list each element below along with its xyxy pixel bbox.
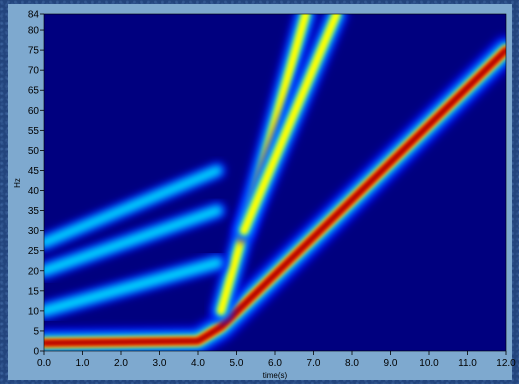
ridge-band <box>44 48 506 345</box>
ridge-band <box>44 165 223 249</box>
y-tick-label: 35 <box>28 206 40 217</box>
x-tick-label: 10.0 <box>419 358 439 369</box>
y-tick-label: 10 <box>28 306 40 317</box>
x-tick-label: 1.0 <box>76 358 90 369</box>
ridge-5 <box>44 201 227 281</box>
ridge-4 <box>44 252 228 321</box>
y-tick-label: 0 <box>33 347 39 358</box>
ridge-1 <box>44 35 506 351</box>
y-tick-label: 80 <box>28 26 40 37</box>
y-tick-label: 55 <box>28 126 40 137</box>
ridge-3 <box>232 14 349 243</box>
x-tick-label: 0.0 <box>37 358 51 369</box>
y-tick-label: 65 <box>28 86 40 97</box>
ridge-band <box>44 204 223 277</box>
x-tick-label: 3.0 <box>153 358 167 369</box>
y-tick-label: 5 <box>33 326 39 337</box>
x-tick-label: 7.0 <box>307 358 321 369</box>
x-tick-label: 8.0 <box>345 358 359 369</box>
x-tick-label: 6.0 <box>268 358 282 369</box>
x-tick-label: 11.0 <box>458 358 477 369</box>
y-tick-label: 50 <box>28 146 40 157</box>
y-tick-label: 70 <box>28 66 40 77</box>
y-axis: 0 5 10 15 20 25 30 35 40 45 50 55 60 65 70 75 80 84 <box>28 10 44 358</box>
x-tick-label: 4.0 <box>191 358 205 369</box>
x-tick-label: 9.0 <box>384 358 398 369</box>
x-tick-label: 2.0 <box>114 358 128 369</box>
x-tick-label: 5.0 <box>230 358 244 369</box>
y-axis-label: Hz <box>13 178 22 188</box>
x-tick-label: 12.0 <box>496 358 516 369</box>
plot-area <box>44 14 506 351</box>
y-tick-label: 45 <box>28 166 40 177</box>
y-tick-label: 15 <box>28 286 40 297</box>
x-axis-label: time(s) <box>263 371 288 380</box>
y-tick-label: 84 <box>28 10 40 21</box>
y-tick-label: 25 <box>28 246 40 257</box>
y-tick-label: 30 <box>28 226 40 237</box>
y-tick-label: 75 <box>28 46 40 57</box>
y-tick-label: 40 <box>28 186 40 197</box>
y-tick-label: 20 <box>28 266 40 277</box>
ridge-band <box>240 14 341 235</box>
y-tick-label: 60 <box>28 106 40 117</box>
ridge-band <box>44 256 224 317</box>
ridge-6 <box>44 161 227 252</box>
x-axis: 0.0 1.0 2.0 3.0 4.0 5.0 6.0 7.0 8.0 9.0 10.0 11.0 12… <box>37 351 516 369</box>
